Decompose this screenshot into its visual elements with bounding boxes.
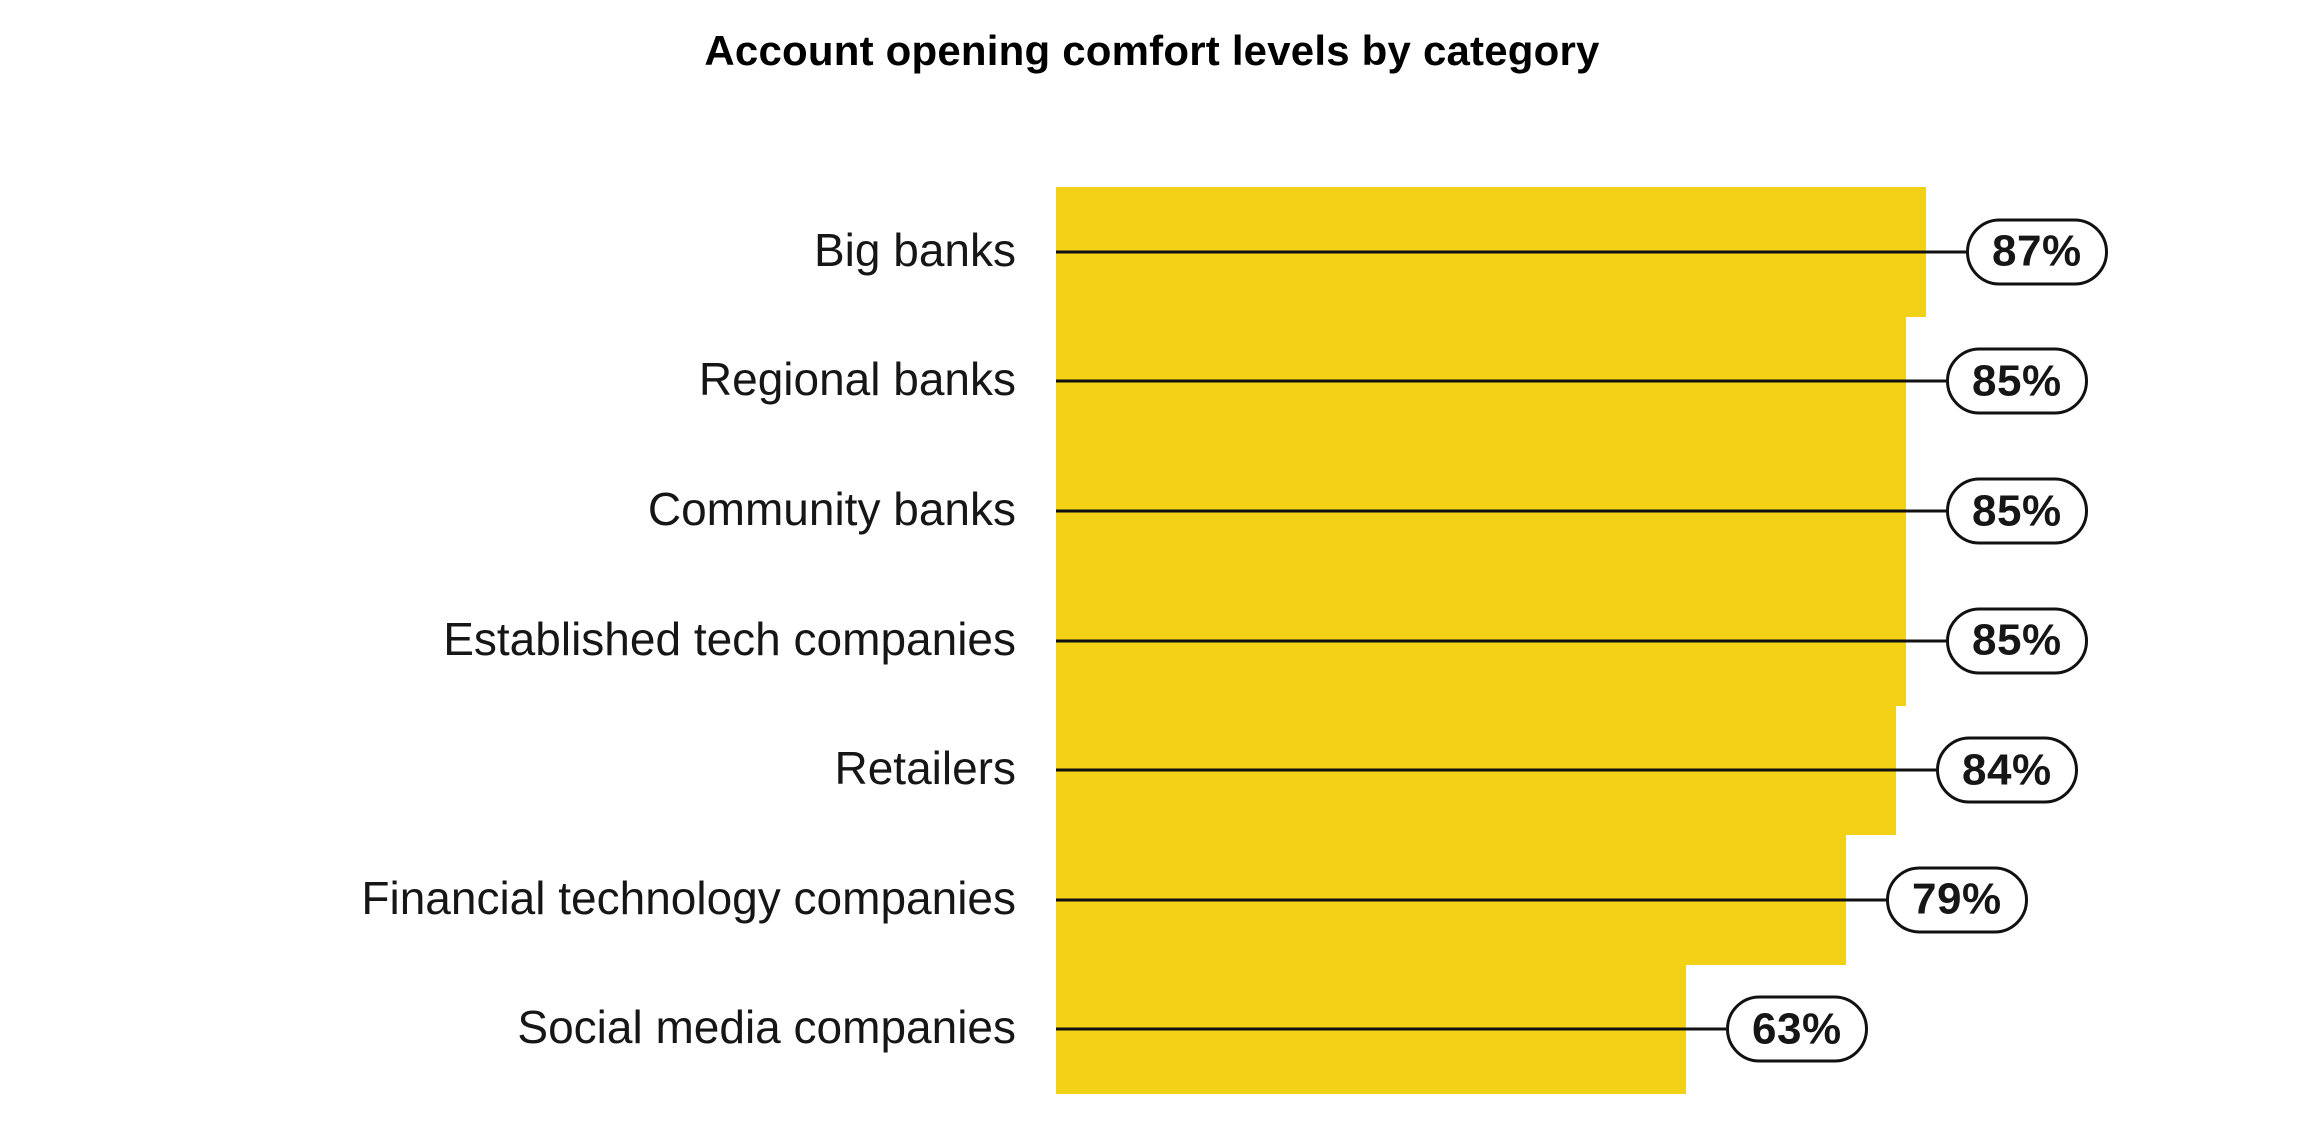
leader-line: [1056, 379, 1946, 383]
value-label: 84%: [1962, 745, 2052, 795]
bar-row: Community banks 85%: [0, 445, 2304, 577]
category-label: Established tech companies: [443, 612, 1016, 665]
value-pill: 84%: [1936, 736, 2078, 804]
chart-title: Account opening comfort levels by catego…: [704, 27, 1600, 74]
category-label: Regional banks: [698, 353, 1016, 406]
value-label: 85%: [1972, 615, 2062, 665]
category-label: Big banks: [813, 223, 1016, 276]
bar-row: Financial technology companies 79%: [0, 834, 2304, 965]
bar-row: Regional banks 85%: [0, 316, 2304, 447]
value-label: 85%: [1972, 486, 2062, 536]
value-label: 79%: [1912, 874, 2002, 924]
value-label: 87%: [1992, 226, 2082, 276]
bar-row: Retailers 84%: [0, 705, 2304, 836]
value-label: 85%: [1972, 356, 2062, 406]
value-pill: 63%: [1726, 995, 1868, 1063]
bar-row: Social media companies 63%: [0, 964, 2304, 1095]
bar-row: Big banks 87%: [0, 186, 2304, 317]
bar-row: Established tech companies 85%: [0, 575, 2304, 706]
leader-line: [1056, 898, 1886, 902]
category-label: Retailers: [834, 741, 1016, 794]
value-pill: 85%: [1946, 477, 2088, 545]
category-label: Social media companies: [517, 1001, 1016, 1054]
leader-line: [1056, 509, 1946, 513]
leader-line: [1056, 250, 1966, 254]
leader-line: [1056, 1027, 1726, 1031]
value-label: 63%: [1752, 1004, 1842, 1054]
category-label: Community banks: [647, 482, 1016, 535]
value-pill: 79%: [1886, 866, 2028, 934]
value-pill: 85%: [1946, 347, 2088, 415]
category-label: Financial technology companies: [361, 871, 1016, 924]
value-pill: 87%: [1966, 218, 2108, 286]
leader-line: [1056, 768, 1936, 772]
leader-line: [1056, 639, 1946, 643]
value-pill: 85%: [1946, 607, 2088, 675]
